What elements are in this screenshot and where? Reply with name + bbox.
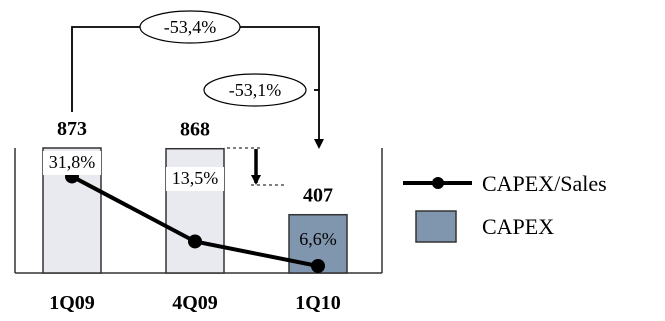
- change-label-4q09-1q10: -53,1%: [229, 80, 282, 100]
- capex-sales-point-4q09: [188, 234, 202, 249]
- change-ellipse-1q09-1q10: [139, 10, 241, 44]
- legend-label-capex: CAPEX: [482, 214, 554, 239]
- line-label-bg-4q09: [166, 167, 224, 191]
- capex-sales-label-4q09: 13,5%: [172, 168, 219, 188]
- category-label-4q09: 4Q09: [172, 292, 218, 314]
- legend-label-capex-sales: CAPEX/Sales: [482, 171, 607, 196]
- category-label-1q10: 1Q10: [295, 292, 341, 314]
- capex-sales-label-1q09: 31,8%: [49, 152, 96, 172]
- bar-value-label-1q10: 407: [303, 185, 333, 207]
- bar-value-label-4q09: 868: [180, 119, 210, 141]
- change-ellipse-4q09-1q10: [203, 73, 307, 107]
- capex-sales-point-1q10: [311, 259, 325, 273]
- legend-line-marker: [432, 177, 444, 189]
- change-label-1q09-1q10: -53,4%: [164, 17, 217, 37]
- legend-bar-swatch: [415, 210, 457, 243]
- line-label-bg-1q09: [43, 151, 101, 175]
- bar-value-label-1q09: 873: [57, 118, 87, 140]
- category-label-1q09: 1Q09: [49, 292, 95, 314]
- capex-sales-label-1q10: 6,6%: [299, 229, 337, 249]
- legend: CAPEX/Sales CAPEX: [403, 171, 607, 243]
